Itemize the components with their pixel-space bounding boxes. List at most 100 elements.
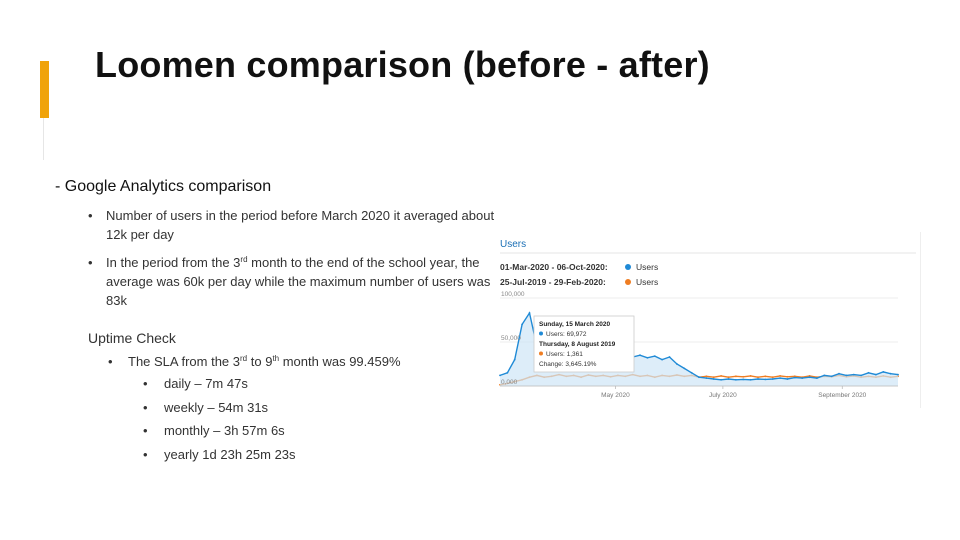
point-current [808, 376, 811, 379]
downtime-item: • monthly – 3h 57m 6s [143, 423, 296, 447]
point-current [720, 378, 722, 381]
y-tick-label: 50,000 [501, 335, 521, 342]
point-current [801, 377, 804, 379]
point-previous [742, 375, 745, 378]
point-current [838, 372, 840, 375]
point-current [735, 378, 737, 381]
point-previous [786, 375, 789, 378]
point-current [786, 378, 789, 380]
ordinal-suffix: rd [240, 255, 248, 264]
point-current [742, 378, 745, 381]
legend-range-previous: 25-Jul-2019 - 29-Feb-2020: [500, 277, 606, 287]
point-current [793, 376, 796, 379]
chart-axis-layer: 100,000 50,000 0,000 May 2020 July 2020 Septe… [500, 291, 898, 399]
point-current [875, 373, 877, 376]
downtime-yearly: yearly 1d 23h 25m 23s [164, 446, 296, 462]
downtime-item: • weekly – 54m 31s [143, 400, 296, 424]
legend-series-current: Users [636, 262, 658, 272]
point-current [727, 378, 730, 380]
legend-dot-previous [625, 279, 631, 285]
point-current [668, 356, 671, 358]
point-current [653, 355, 656, 357]
point-current [889, 372, 892, 375]
point-previous [757, 376, 759, 379]
title-accent-bar [40, 61, 49, 118]
downtime-item: • daily – 7m 47s [143, 376, 296, 400]
point-previous [705, 375, 708, 378]
downtime-weekly: weekly – 54m 31s [164, 399, 269, 415]
chart-metric-title: Users [500, 239, 526, 250]
sla-text: The SLA from the 3rd to 9th month was 99… [128, 354, 401, 369]
ga-bullet-text: Number of users in the period before Mar… [106, 208, 495, 242]
downtime-list: • daily – 7m 47s • weekly – 54m 31s • month… [143, 376, 296, 470]
point-previous [764, 375, 767, 378]
point-previous [749, 375, 752, 377]
sla-text-part: month was 99.459% [279, 354, 401, 369]
sla-text-part: to 9 [247, 354, 273, 369]
downtime-item: • yearly 1d 23h 25m 23s [143, 447, 296, 471]
tooltip-value-current: Users: 69,972 [546, 331, 587, 338]
point-current [639, 354, 641, 357]
analytics-chart-screenshot: Users 01-Mar-2020 - 06-Oct-2020: Users 2… [496, 232, 921, 408]
bullet-marker: • [143, 399, 148, 415]
ga-bullet-text-part: month to the end of the school year, the… [106, 255, 491, 308]
point-current [845, 374, 848, 377]
tooltip-value-previous: Users: 1,361 [546, 351, 583, 358]
point-current [513, 358, 516, 361]
point-current [676, 363, 678, 365]
ga-bullet-item: • In the period from the 3rd month to th… [86, 253, 496, 310]
chart-tooltip: Sunday, 15 March 2020 Users: 69,972 Thur… [533, 315, 635, 373]
point-current [852, 373, 855, 376]
tooltip-change: Change: 3,645.19% [539, 361, 597, 368]
y-tick-label: 0,000 [501, 379, 518, 386]
legend-dot-current [625, 264, 631, 270]
bullet-marker: • [88, 255, 93, 270]
x-tick-label: May 2020 [601, 392, 630, 399]
point-previous [779, 375, 781, 377]
point-previous [727, 376, 730, 379]
analytics-chart-svg: Users 01-Mar-2020 - 06-Oct-2020: Users 2… [499, 239, 916, 399]
point-current [646, 356, 649, 359]
point-previous [808, 375, 811, 377]
point-current [698, 376, 700, 379]
point-current [860, 374, 862, 377]
ordinal-suffix: th [272, 354, 280, 363]
point-previous [712, 376, 715, 379]
point-previous [735, 375, 737, 378]
tooltip-dot-current [539, 331, 543, 336]
sla-bullet: • The SLA from the 3rd to 9th month was 9… [108, 354, 401, 369]
sla-text-part: The SLA from the 3 [128, 354, 241, 369]
ga-bullet-list: • Number of users in the period before M… [86, 206, 496, 319]
ga-section-heading: - Google Analytics comparison [55, 178, 272, 195]
point-current [521, 323, 523, 326]
point-previous [793, 375, 796, 378]
bullet-marker: • [143, 423, 148, 438]
point-previous [771, 376, 774, 379]
point-current [712, 378, 715, 380]
point-current [823, 374, 826, 377]
downtime-daily: daily – 7m 47s [164, 376, 248, 391]
accent-divider-line [43, 118, 44, 160]
legend-range-current: 01-Mar-2020 - 06-Oct-2020: [500, 262, 608, 272]
ga-bullet-text-part: In the period from the 3 [106, 255, 241, 270]
point-current [690, 371, 693, 374]
tooltip-date-previous: Thursday, 8 August 2019 [539, 341, 616, 348]
point-current [661, 358, 663, 361]
point-current [528, 312, 531, 314]
tooltip-date-current: Sunday, 15 March 2020 [539, 321, 610, 328]
downtime-monthly: monthly – 3h 57m 6s [164, 423, 285, 438]
ordinal-suffix: rd [240, 354, 248, 363]
point-current [757, 378, 759, 380]
bullet-marker: • [143, 446, 148, 462]
point-current [816, 377, 818, 379]
x-tick-label: July 2020 [709, 392, 737, 399]
point-current [499, 374, 501, 377]
slide-title: Loomen comparison (before - after) [95, 44, 710, 85]
point-previous [720, 375, 722, 377]
tooltip-dot-previous [539, 351, 543, 356]
ga-bullet-text: In the period from the 3rd month to the … [106, 255, 490, 308]
ga-bullet-item: • Number of users in the period before M… [86, 206, 496, 244]
legend-series-previous: Users [636, 277, 658, 287]
bullet-marker: • [88, 208, 93, 223]
point-current [779, 377, 781, 379]
